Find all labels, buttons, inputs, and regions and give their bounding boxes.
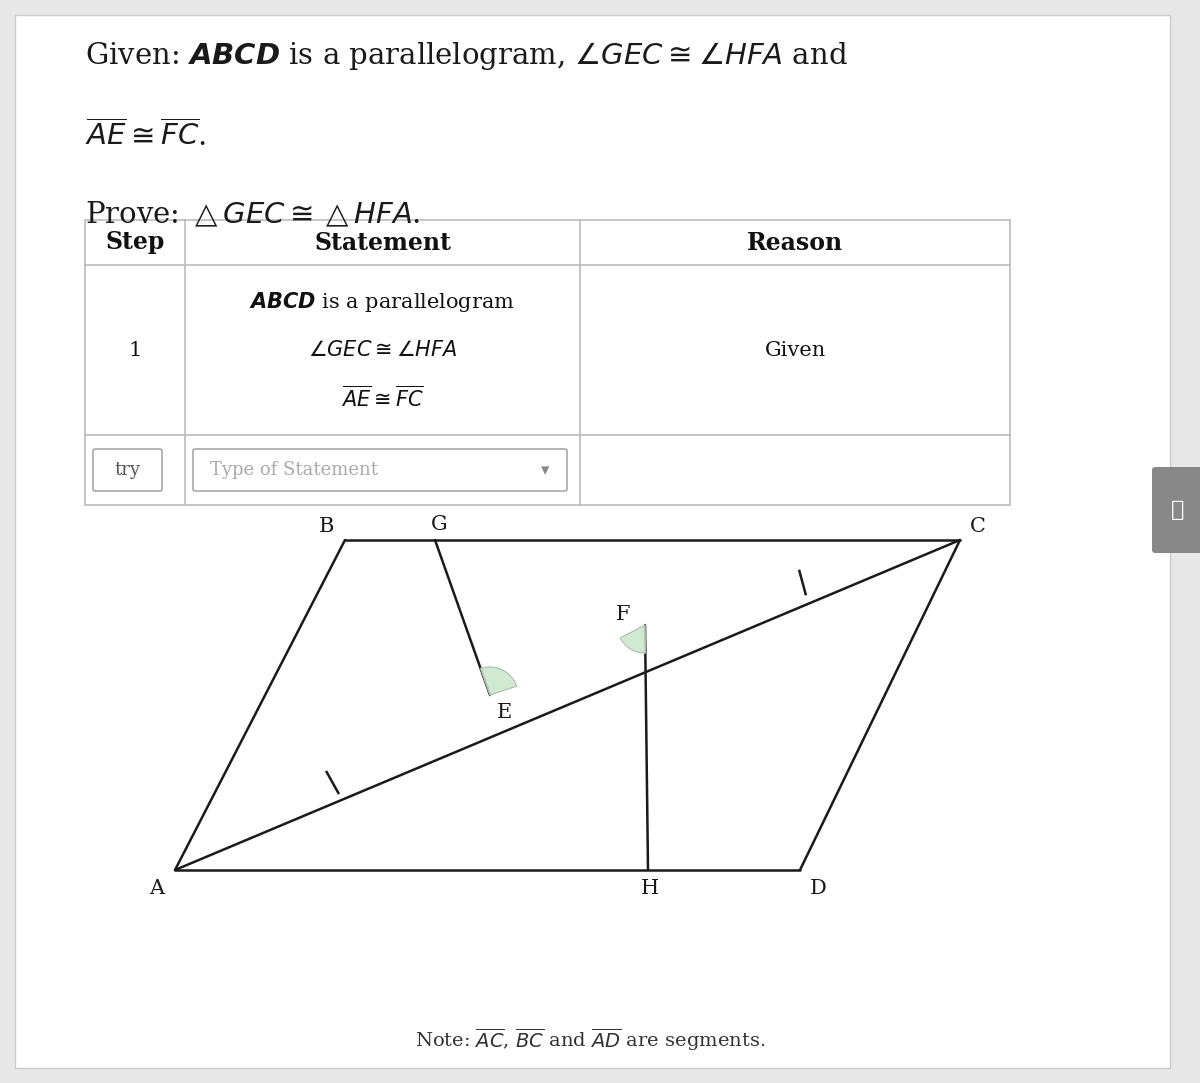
Text: try: try [114, 461, 140, 479]
Text: Reason: Reason [746, 231, 844, 255]
FancyBboxPatch shape [193, 449, 568, 491]
Text: A: A [150, 878, 164, 898]
Text: Given: $\boldsymbol{ABCD}$ is a parallelogram, $\angle GEC \cong \angle HFA$ and: Given: $\boldsymbol{ABCD}$ is a parallel… [85, 40, 848, 71]
Text: G: G [431, 514, 448, 534]
Polygon shape [620, 625, 646, 653]
Text: $\overline{AE} \cong \overline{FC}$: $\overline{AE} \cong \overline{FC}$ [341, 386, 424, 410]
Text: $\angle GEC \cong \angle HFA$: $\angle GEC \cong \angle HFA$ [307, 340, 457, 360]
FancyBboxPatch shape [1152, 467, 1200, 553]
Text: E: E [497, 704, 511, 722]
Text: Note: $\overline{AC}$, $\overline{BC}$ and $\overline{AD}$ are segments.: Note: $\overline{AC}$, $\overline{BC}$ a… [415, 1027, 766, 1054]
Text: F: F [616, 605, 630, 625]
Text: Type of Statement: Type of Statement [210, 461, 378, 479]
Text: 1: 1 [128, 340, 142, 360]
Text: Step: Step [106, 231, 164, 255]
Text: $\boldsymbol{ABCD}$ is a parallelogram: $\boldsymbol{ABCD}$ is a parallelogram [250, 290, 516, 314]
Text: B: B [319, 517, 335, 535]
Text: Given: Given [764, 340, 826, 360]
Text: D: D [810, 878, 827, 898]
Text: Statement: Statement [314, 231, 451, 255]
FancyBboxPatch shape [85, 220, 1010, 505]
FancyBboxPatch shape [94, 449, 162, 491]
Text: ▾: ▾ [541, 461, 550, 479]
Text: Prove: $\triangle GEC \cong \triangle HFA$.: Prove: $\triangle GEC \cong \triangle HF… [85, 200, 420, 230]
Text: $\overline{AE} \cong \overline{FC}$.: $\overline{AE} \cong \overline{FC}$. [85, 120, 206, 153]
FancyBboxPatch shape [14, 15, 1170, 1068]
Text: C: C [970, 517, 986, 535]
Text: 〈: 〈 [1171, 500, 1184, 520]
Text: H: H [641, 878, 659, 898]
Polygon shape [481, 667, 516, 695]
